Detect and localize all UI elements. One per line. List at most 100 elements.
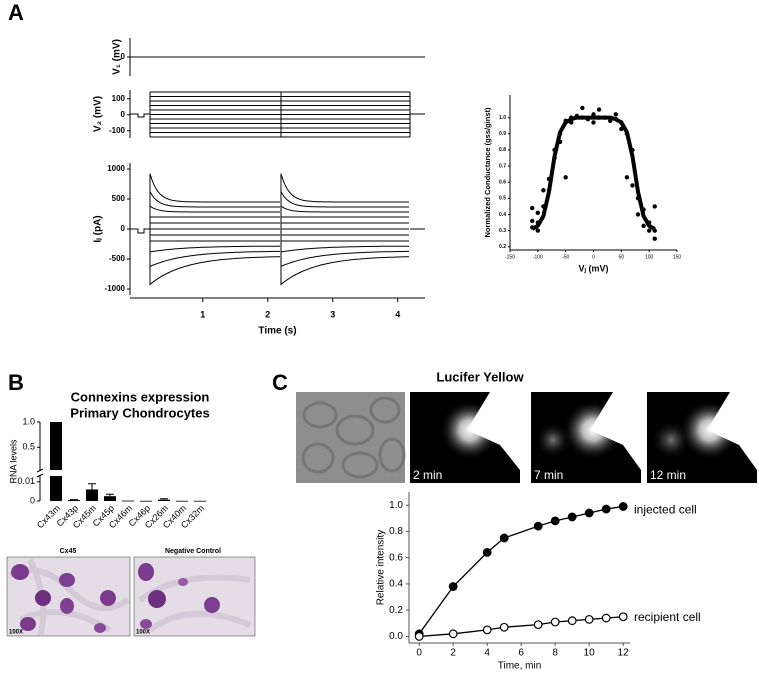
y-tick-label: 0.6 bbox=[389, 552, 403, 563]
data-point bbox=[550, 516, 560, 526]
error-bar bbox=[106, 493, 114, 497]
data-point bbox=[482, 625, 492, 635]
y-axis-label: V₁ (mV) bbox=[112, 39, 123, 75]
frame-time: 7 min bbox=[534, 468, 563, 482]
y-tick-label: 0 bbox=[121, 224, 126, 233]
series-label: recipient cell bbox=[634, 610, 701, 624]
x-tick-label: 0 bbox=[416, 648, 422, 659]
data-point bbox=[414, 632, 424, 641]
error-bar bbox=[88, 483, 96, 490]
y-tick-label: -100 bbox=[109, 126, 126, 135]
data-point bbox=[591, 112, 596, 117]
data-point bbox=[601, 504, 611, 514]
magnification: 100X bbox=[136, 630, 150, 636]
trace bbox=[149, 229, 409, 268]
data-point bbox=[535, 228, 541, 233]
y-tick-label: 0.6 bbox=[499, 180, 506, 186]
y-tick-label: 0 bbox=[121, 52, 126, 61]
series-line bbox=[419, 616, 624, 638]
x-tick-label: 150 bbox=[673, 254, 682, 260]
data-point bbox=[499, 533, 509, 543]
trace bbox=[130, 228, 425, 234]
y-tick-label: 0.5 bbox=[22, 442, 35, 452]
micrograph bbox=[6, 556, 131, 637]
bar bbox=[104, 496, 116, 501]
data-point bbox=[567, 512, 577, 522]
data-point bbox=[641, 223, 646, 228]
x-tick-label: 50 bbox=[619, 254, 625, 260]
data-point bbox=[550, 617, 560, 627]
x-tick-label: -150 bbox=[505, 254, 515, 260]
x-tick-label: 10 bbox=[584, 648, 596, 659]
y-tick-label: 500 bbox=[112, 194, 126, 203]
trace bbox=[130, 91, 425, 138]
data-point bbox=[630, 183, 635, 188]
micrograph bbox=[133, 556, 256, 637]
x-tick-label: 100 bbox=[645, 254, 654, 260]
frame-time: 12 min bbox=[650, 468, 686, 482]
bar bbox=[68, 500, 80, 501]
data-point bbox=[535, 210, 541, 216]
bar bbox=[194, 500, 206, 502]
y-tick-label: 0.7 bbox=[499, 163, 506, 169]
data-point bbox=[596, 107, 602, 112]
x-tick-label: 12 bbox=[618, 648, 630, 659]
data-point bbox=[530, 205, 535, 211]
y-tick-label: 0.4 bbox=[499, 212, 506, 218]
y-tick-label: 1.0 bbox=[22, 416, 35, 426]
panel-label: C bbox=[272, 370, 288, 395]
data-point bbox=[584, 614, 594, 624]
error-bar bbox=[160, 498, 168, 500]
data-point bbox=[624, 175, 630, 180]
brightfield-image bbox=[296, 392, 406, 483]
data-point bbox=[618, 612, 628, 622]
chart-subtitle: Primary Chondrocytes bbox=[70, 405, 209, 420]
y-tick-label: 1.0 bbox=[389, 500, 403, 511]
trace bbox=[149, 189, 409, 229]
panel-label: A bbox=[8, 0, 24, 25]
micrograph-title: Negative Control bbox=[165, 548, 221, 555]
frame-time: 2 min bbox=[413, 468, 442, 482]
data-point bbox=[584, 508, 594, 518]
data-point bbox=[533, 521, 543, 531]
trace bbox=[149, 222, 409, 229]
data-point bbox=[567, 616, 577, 626]
y-tick-label: 0.5 bbox=[499, 196, 506, 202]
bar bbox=[50, 476, 62, 501]
chart-title: Connexins expression bbox=[71, 389, 210, 404]
data-point bbox=[580, 105, 585, 111]
y-tick-label: 100 bbox=[112, 94, 126, 103]
x-tick-label: 4 bbox=[484, 648, 490, 659]
x-axis-label: Time (s) bbox=[258, 326, 296, 337]
y-axis-label: V₂ (mV) bbox=[93, 96, 104, 132]
fluorescence-image bbox=[531, 392, 641, 483]
bar bbox=[86, 489, 98, 501]
x-axis-label: Time, min bbox=[498, 661, 542, 672]
fluorescence-image bbox=[647, 392, 757, 483]
axis-break bbox=[36, 468, 44, 478]
y-tick-label: 0.2 bbox=[499, 244, 506, 250]
x-axis-label: Vⱼ (mV) bbox=[578, 263, 608, 273]
fluorescence-image bbox=[410, 392, 520, 483]
bar bbox=[176, 500, 188, 502]
panel-label: B bbox=[8, 370, 24, 395]
data-point bbox=[499, 622, 509, 632]
x-tick-label: 1 bbox=[200, 309, 205, 319]
y-tick-label: 1.0 bbox=[499, 115, 506, 121]
panel-title: Lucifer Yellow bbox=[436, 369, 524, 384]
data-point bbox=[601, 613, 611, 623]
micrograph-title: Cx45 bbox=[60, 548, 77, 555]
x-tick-label: 8 bbox=[552, 648, 558, 659]
y-tick-label: 0.01 bbox=[17, 476, 35, 486]
bar bbox=[50, 422, 62, 470]
data-point bbox=[591, 120, 596, 125]
trace bbox=[149, 229, 409, 236]
y-tick-label: 0 bbox=[30, 495, 35, 505]
trace bbox=[149, 229, 409, 253]
series-line bbox=[418, 505, 624, 635]
trace bbox=[149, 173, 409, 229]
data-point bbox=[618, 502, 628, 511]
data-point bbox=[646, 228, 652, 233]
